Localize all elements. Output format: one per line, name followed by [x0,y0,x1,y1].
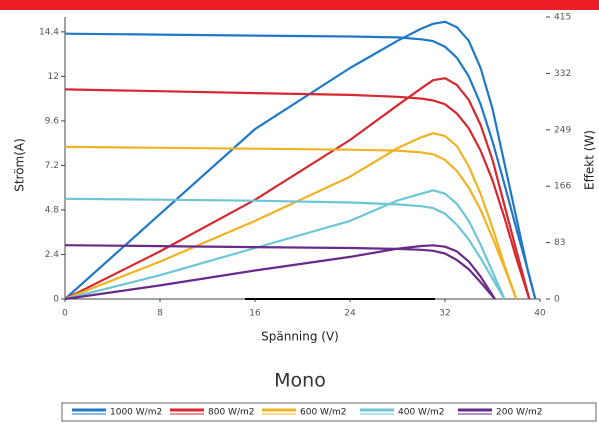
current-line [64,88,531,300]
current-line [64,244,496,300]
legend-label: 800 W/m2 [208,408,254,418]
legend-box [61,402,597,422]
legend-label: 200 W/m2 [496,408,542,418]
power-line [64,77,531,300]
current-line [64,197,506,300]
y-axis-label: Ström(A) [13,138,27,192]
legend-label: 600 W/m2 [300,408,346,418]
y2-tick-label: 249 [554,125,571,135]
x-tick-label: 16 [249,309,261,319]
chart-title: Mono [274,370,326,392]
y2-axis-label: Effekt (W) [583,130,597,190]
y2-tick-label: 0 [554,295,560,305]
x-axis-label: Spänning (V) [261,330,339,344]
y-tick-label: 4.8 [45,205,60,215]
power-line [64,132,518,301]
y2-tick-label: 332 [554,69,571,79]
x-tick-label: 24 [344,309,356,319]
current-line [64,145,518,300]
current-line [64,32,537,300]
y-tick-label: 12 [48,72,59,82]
y2-tick-label: 166 [554,182,571,192]
legend-label: 400 W/m2 [398,408,444,418]
x-tick-label: 0 [62,309,68,319]
y-tick-label: 7.2 [45,161,59,171]
x-tick-label: 8 [157,309,163,319]
y-tick-label: 9.6 [45,116,60,126]
x-tick-label: 40 [534,309,546,319]
y-tick-label: 14.4 [39,27,59,37]
power-line [64,20,537,300]
y2-tick-label: 415 [554,13,571,23]
top-band [0,0,599,10]
y-tick-label: 2.4 [45,250,60,260]
power-line [64,244,496,301]
x-tick-label: 32 [439,309,450,319]
legend-label: 1000 W/m2 [110,408,162,418]
y2-tick-label: 83 [554,238,565,248]
y-tick-label: 0 [53,295,59,305]
